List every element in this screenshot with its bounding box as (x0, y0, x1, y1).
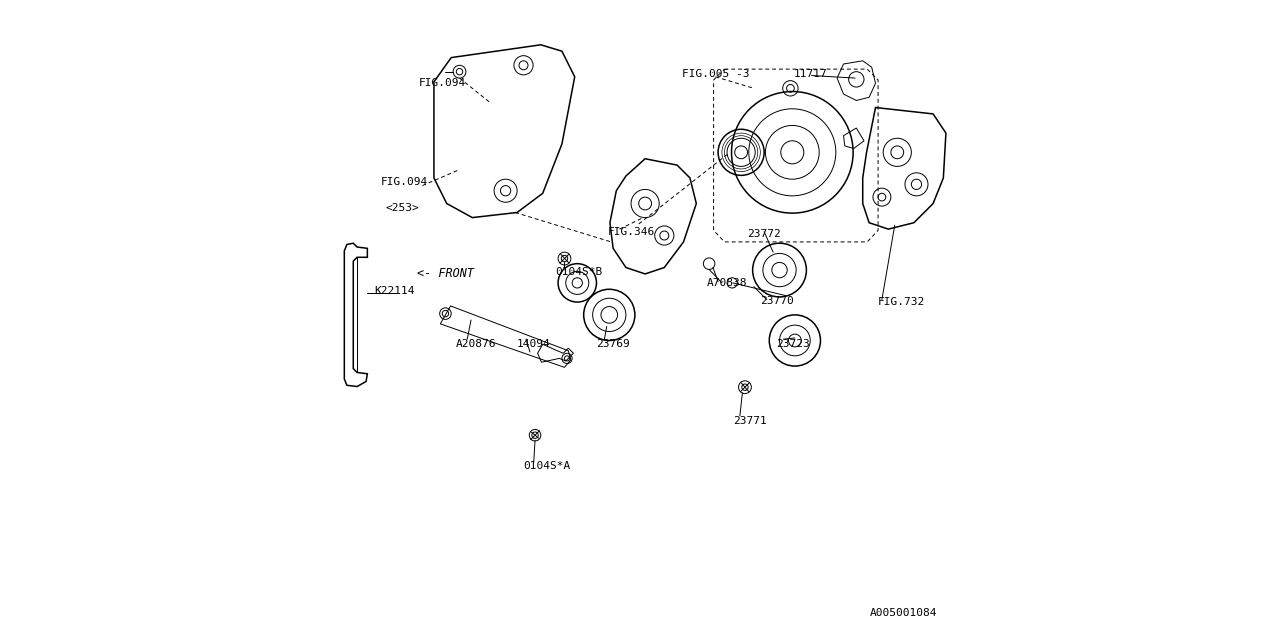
Text: 23769: 23769 (596, 339, 630, 349)
Text: FIG.346: FIG.346 (608, 227, 655, 237)
Text: 14094: 14094 (517, 339, 550, 349)
Text: FIG.094: FIG.094 (420, 78, 466, 88)
Text: K22114: K22114 (374, 286, 415, 296)
Text: 23772: 23772 (748, 228, 781, 239)
Text: FIG.005 -3: FIG.005 -3 (681, 68, 749, 79)
Text: 23771: 23771 (732, 416, 767, 426)
Text: 0104S*B: 0104S*B (556, 267, 603, 277)
Text: <- FRONT: <- FRONT (417, 268, 475, 280)
Text: FIG.094: FIG.094 (381, 177, 428, 188)
Text: 0104S*A: 0104S*A (524, 461, 571, 471)
Text: A005001084: A005001084 (870, 608, 937, 618)
Text: <253>: <253> (387, 203, 420, 213)
Text: 11717: 11717 (794, 68, 827, 79)
Text: FIG.732: FIG.732 (878, 297, 925, 307)
Text: A70838: A70838 (707, 278, 748, 288)
Text: 23723: 23723 (776, 339, 809, 349)
Text: A20876: A20876 (456, 339, 497, 349)
Text: 23770: 23770 (760, 296, 794, 306)
